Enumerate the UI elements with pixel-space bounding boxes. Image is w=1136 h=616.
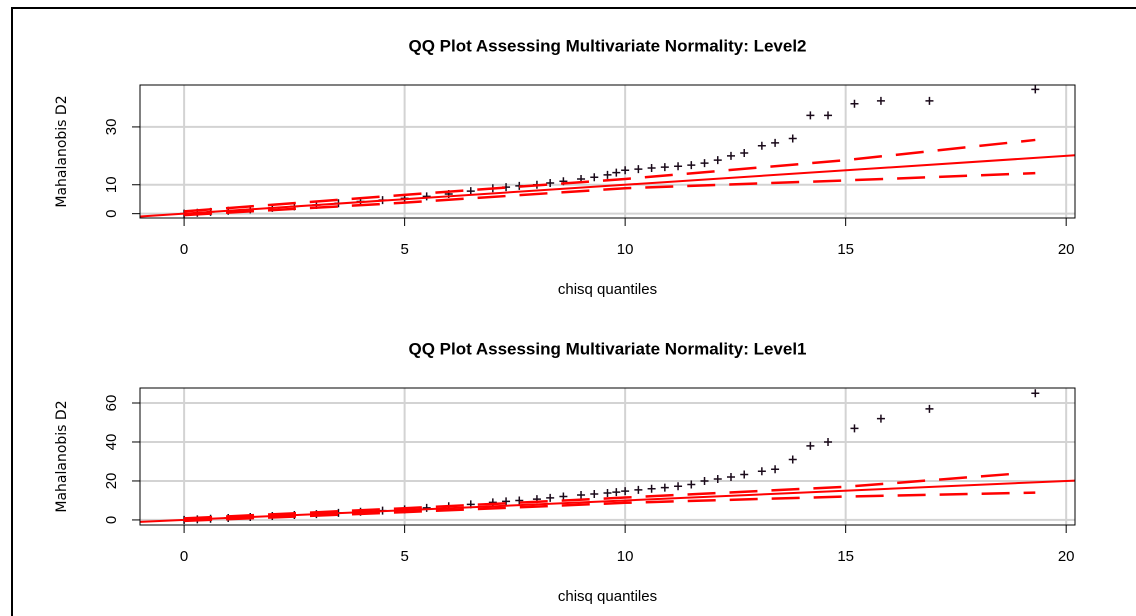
y-tick-label: 20 xyxy=(103,473,120,490)
y-tick-label: 40 xyxy=(103,434,120,451)
point xyxy=(612,168,621,177)
reference-line xyxy=(140,154,1075,218)
point xyxy=(647,163,656,172)
point xyxy=(726,151,735,160)
plot-area xyxy=(140,85,1075,218)
point xyxy=(466,187,475,196)
point xyxy=(621,166,630,175)
x-tick-label: 5 xyxy=(400,241,408,258)
point xyxy=(621,487,630,496)
y-tick-label: 10 xyxy=(103,176,120,193)
point xyxy=(687,161,696,170)
point xyxy=(546,493,555,502)
point xyxy=(757,141,766,150)
point xyxy=(806,441,815,450)
x-tick-label: 10 xyxy=(617,548,634,565)
y-tick-label: 0 xyxy=(103,209,120,217)
point xyxy=(647,484,656,493)
point xyxy=(603,170,612,179)
point xyxy=(925,404,934,413)
x-axis-label: chisq quantiles xyxy=(558,588,657,605)
point xyxy=(502,497,511,506)
point xyxy=(559,492,568,501)
point xyxy=(674,482,683,491)
point xyxy=(806,111,815,120)
point xyxy=(603,489,612,498)
point xyxy=(546,179,555,188)
point xyxy=(713,475,722,484)
y-axis-label: Mahalanobis D2 xyxy=(54,400,70,512)
point xyxy=(788,455,797,464)
point xyxy=(612,488,621,497)
y-tick-label: 30 xyxy=(103,119,120,136)
x-tick-label: 0 xyxy=(180,548,188,565)
reference-line xyxy=(184,471,1023,520)
reference-line xyxy=(140,479,1075,523)
plot-area xyxy=(140,389,1075,524)
point xyxy=(634,165,643,174)
y-tick-label: 0 xyxy=(103,516,120,524)
point xyxy=(577,490,586,499)
point xyxy=(850,424,859,433)
point xyxy=(660,163,669,172)
point xyxy=(515,496,524,505)
point xyxy=(771,138,780,147)
x-tick-label: 10 xyxy=(617,241,634,258)
point xyxy=(700,476,709,485)
plot-box xyxy=(139,387,1076,526)
chart-title: QQ Plot Assessing Multivariate Normality… xyxy=(408,339,806,358)
reference-line xyxy=(184,171,1036,217)
x-tick-label: 0 xyxy=(180,241,188,258)
x-tick-label: 20 xyxy=(1058,548,1075,565)
x-tick-label: 20 xyxy=(1058,241,1075,258)
x-tick-label: 15 xyxy=(837,241,854,258)
point xyxy=(687,480,696,489)
reference-line xyxy=(184,491,1036,523)
point xyxy=(876,96,885,105)
point xyxy=(824,111,833,120)
point xyxy=(713,156,722,165)
point xyxy=(1031,85,1040,94)
y-axis-label: Mahalanobis D2 xyxy=(54,95,70,207)
x-tick-label: 15 xyxy=(837,548,854,565)
point xyxy=(422,503,431,512)
chart-title: QQ Plot Assessing Multivariate Normality… xyxy=(408,36,806,55)
point xyxy=(726,473,735,482)
point xyxy=(925,96,934,105)
frame xyxy=(11,7,1136,616)
point xyxy=(590,490,599,499)
y-tick-label: 60 xyxy=(103,395,120,412)
point xyxy=(674,162,683,171)
point xyxy=(590,173,599,182)
point xyxy=(740,148,749,157)
point xyxy=(660,483,669,492)
point xyxy=(788,134,797,143)
point xyxy=(876,414,885,423)
point xyxy=(634,485,643,494)
x-tick-label: 5 xyxy=(400,548,408,565)
point xyxy=(757,467,766,476)
plot-box xyxy=(139,84,1076,219)
point xyxy=(1031,389,1040,398)
x-axis-label: chisq quantiles xyxy=(558,281,657,298)
point xyxy=(422,192,431,201)
point xyxy=(824,437,833,446)
point xyxy=(771,465,780,474)
point xyxy=(700,159,709,168)
reference-line xyxy=(184,138,1036,213)
point xyxy=(740,470,749,479)
point xyxy=(850,99,859,108)
